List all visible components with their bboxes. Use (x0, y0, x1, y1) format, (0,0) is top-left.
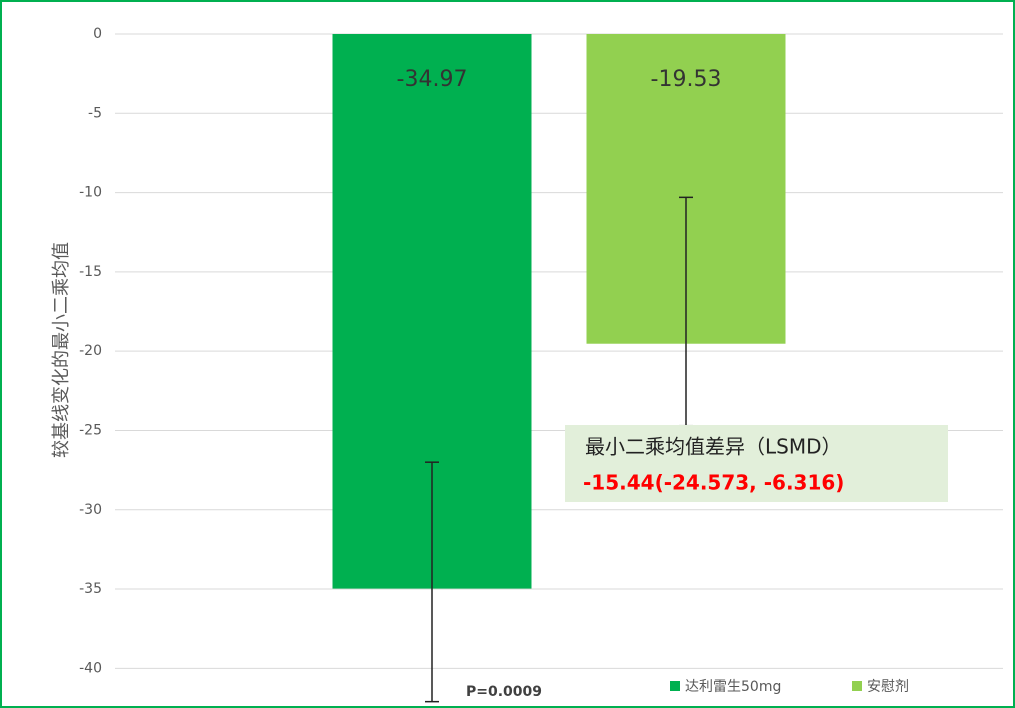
legend-swatch (670, 681, 680, 691)
y-tick-label: -10 (79, 185, 102, 201)
y-tick-label: 0 (93, 26, 102, 42)
value-label: -19.53 (651, 67, 722, 92)
y-tick-label: -40 (79, 660, 102, 676)
p-value: P=0.0009 (466, 684, 542, 700)
value-label: -34.97 (397, 67, 468, 92)
y-tick-label: -25 (79, 422, 102, 438)
y-tick-label: -5 (88, 105, 102, 121)
y-axis-label: 较基线变化的最小二乘均值 (51, 242, 72, 458)
y-tick-label: -30 (79, 502, 102, 518)
annotation-title: 最小二乘均值差异（LSMD） (585, 435, 842, 459)
annotation-value: -15.44(-24.573, -6.316) (583, 471, 844, 495)
y-tick-label: -35 (79, 581, 102, 597)
legend-label: 安慰剂 (867, 678, 909, 695)
legend-label: 达利雷生50mg (685, 679, 781, 695)
annotation-box (565, 425, 948, 502)
legend-swatch (852, 681, 862, 691)
y-tick-label: -20 (79, 343, 102, 359)
y-tick-label: -15 (79, 264, 102, 280)
